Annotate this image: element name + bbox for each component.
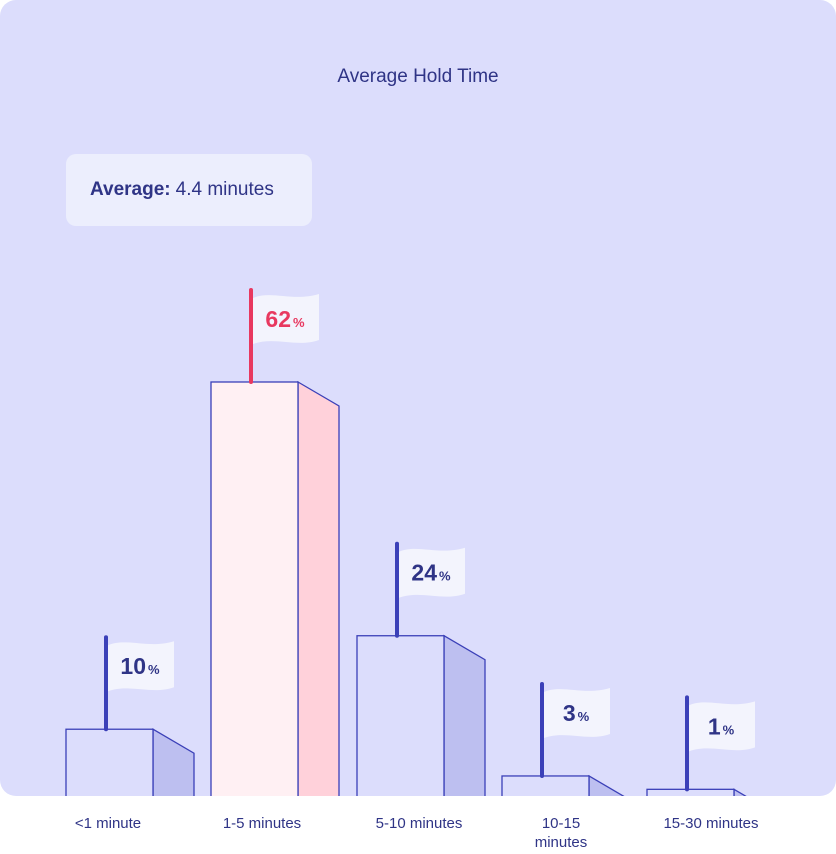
bar-value-label: 3% — [563, 700, 590, 726]
bar-value-number: 62 — [265, 306, 291, 332]
x-tick-label: 5-10 minutes — [375, 815, 463, 832]
bar-3: 24% — [356, 541, 486, 796]
bar-front-face — [501, 775, 590, 796]
bar-side-face — [152, 728, 195, 796]
bar-value-number: 24 — [411, 560, 437, 586]
bar-value-label: 10% — [120, 653, 160, 679]
bar-side-face — [588, 774, 625, 796]
bar-value-number: 1 — [708, 713, 721, 739]
x-tick-label: 1-5 minutes — [222, 815, 302, 832]
bar-side-face — [297, 380, 340, 796]
bar-value-label: 24% — [411, 560, 451, 586]
bar-value-unit: % — [578, 709, 590, 724]
flag — [253, 294, 319, 344]
bar-value-unit: % — [723, 722, 735, 737]
bar-value-unit: % — [148, 662, 160, 677]
bar-4: 3% — [501, 681, 625, 796]
average-label: Average: — [90, 179, 171, 200]
bar-value-label: 1% — [708, 713, 735, 739]
chart-title: Average Hold Time — [337, 66, 499, 87]
bar-value-unit: % — [439, 569, 451, 584]
bar-1: 10% — [65, 635, 195, 796]
x-tick-label: 10-15 minutes — [534, 815, 588, 851]
flag — [108, 641, 174, 692]
bar-front-face — [646, 788, 735, 796]
bar-5: 1% — [646, 695, 755, 796]
flag — [399, 547, 465, 598]
chart-panel: Average Hold Time Average: 4.4 minutes 1… — [0, 0, 836, 796]
bars-plot: 10 %62 %24 %3% 1% — [65, 288, 755, 796]
bar-front-face — [210, 381, 299, 796]
x-axis-labels: <1 minute 1-5 minutes 5-10 minutes 10-15 mi… — [0, 796, 836, 854]
average-value: 4.4 minutes — [175, 179, 274, 200]
average-annotation: Average: 4.4 minutes — [66, 154, 312, 226]
bar-side-face — [443, 634, 486, 796]
bar-2: 62% — [210, 288, 340, 796]
flag — [544, 687, 610, 738]
bar-value-number: 10 — [120, 653, 146, 679]
x-tick-label: <1 minute — [74, 815, 142, 832]
bar-front-face — [65, 728, 154, 796]
bar-front-face — [356, 635, 445, 796]
flag — [689, 701, 755, 752]
bar-side-face — [733, 788, 747, 796]
x-tick-label: 15-30 minutes — [663, 815, 759, 832]
bar-value-label: 62% — [265, 306, 305, 332]
bar-value-number: 3 — [563, 700, 576, 726]
bar-value-unit: % — [293, 315, 305, 330]
